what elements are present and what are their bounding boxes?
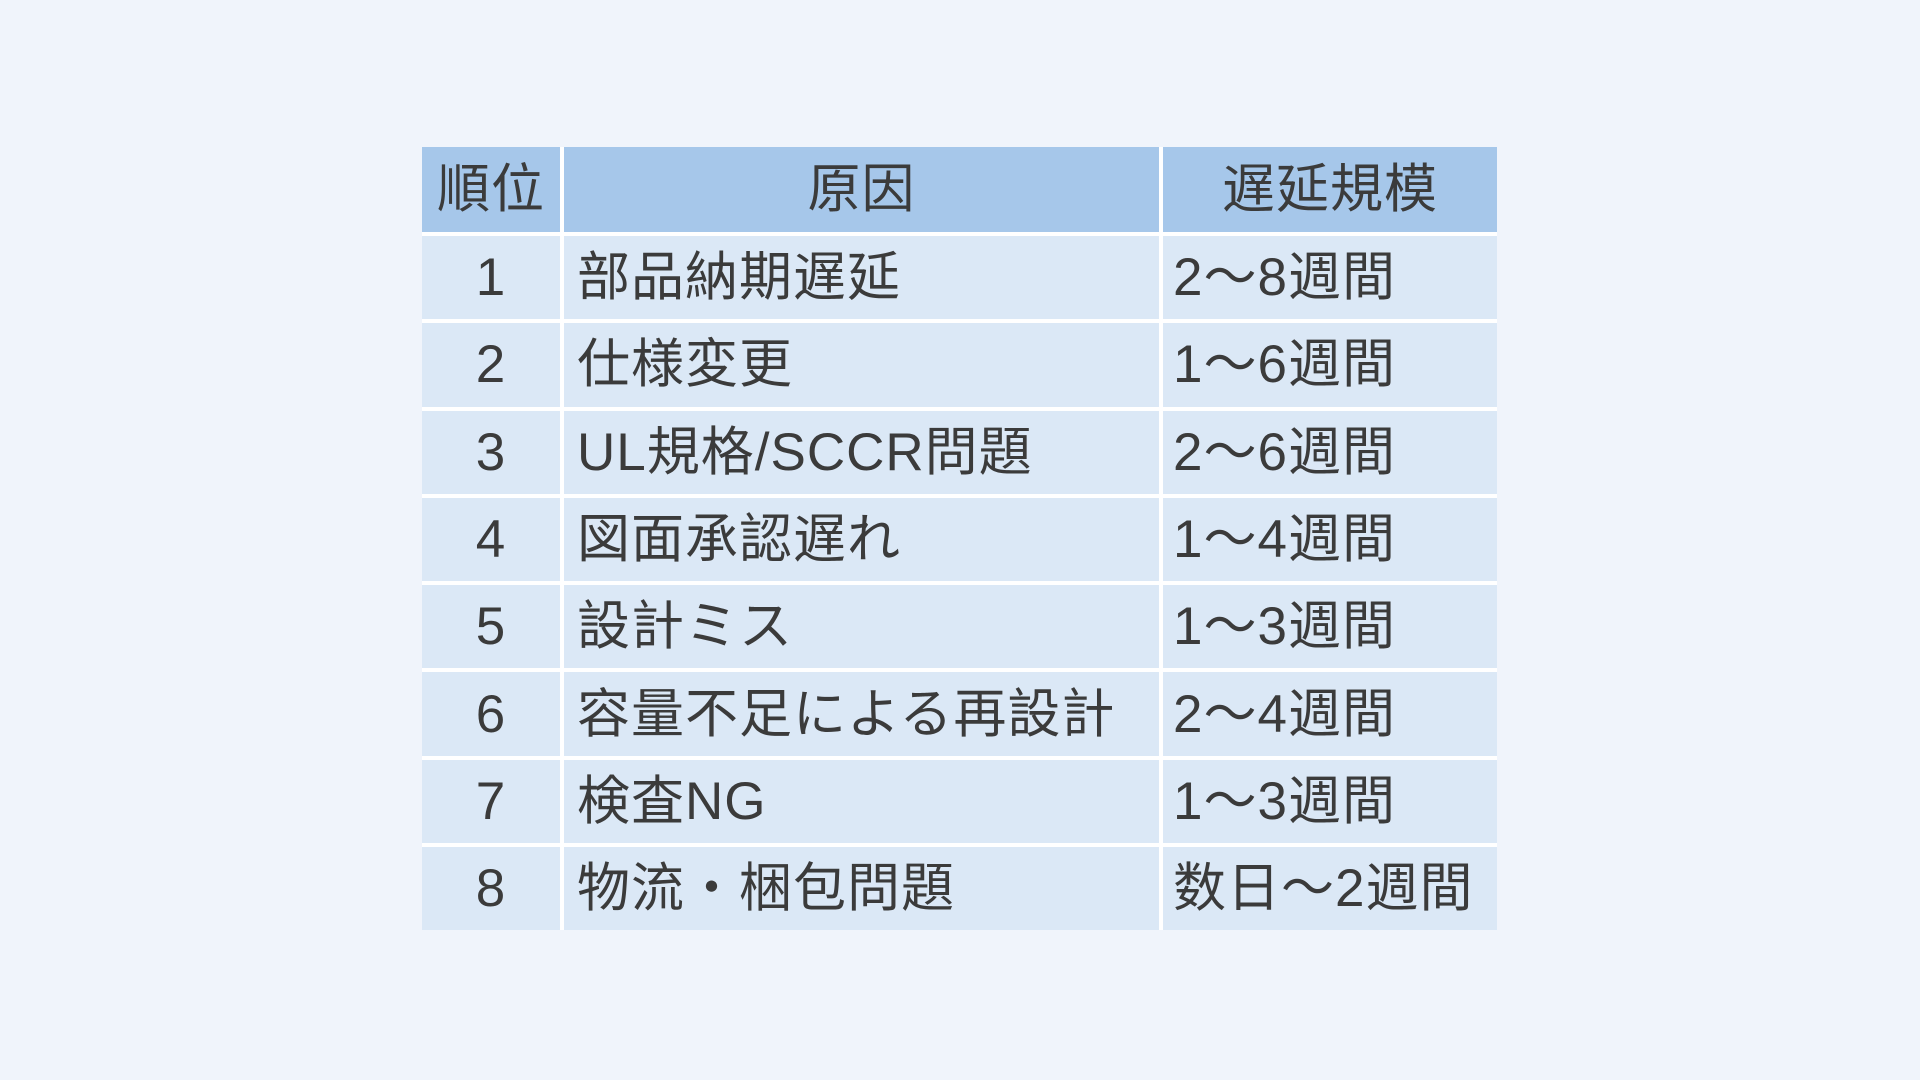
rank-cell: 8 bbox=[422, 847, 560, 931]
delay-cell: 1〜3週間 bbox=[1163, 759, 1497, 844]
cause-cell: 部品納期遅延 bbox=[564, 236, 1159, 320]
header-cell-cause: 原因 bbox=[564, 147, 1159, 232]
rank-cell: 6 bbox=[422, 672, 560, 756]
cause-cell: 図面承認遅れ bbox=[564, 497, 1159, 582]
cause-cell: 検査NG bbox=[564, 759, 1159, 844]
cause-cell: 設計ミス bbox=[564, 585, 1159, 669]
delay-cell: 1〜4週間 bbox=[1163, 497, 1497, 582]
rank-cell: 2 bbox=[422, 323, 560, 407]
rank-cell: 4 bbox=[422, 497, 560, 582]
delay-cell: 2〜8週間 bbox=[1163, 236, 1497, 320]
cause-cell: UL規格/SCCR問題 bbox=[564, 410, 1159, 494]
delay-cell: 1〜6週間 bbox=[1163, 323, 1497, 407]
header-cell-delay: 遅延規模 bbox=[1163, 147, 1497, 232]
cause-cell: 物流・梱包問題 bbox=[564, 847, 1159, 931]
delay-cell: 数日〜2週間 bbox=[1163, 847, 1497, 931]
rank-cell: 3 bbox=[422, 410, 560, 494]
delay-causes-table: 順位 原因 遅延規模 1 部品納期遅延 2〜8週間 2 仕様変更 1〜6週間 3… bbox=[422, 147, 1497, 931]
rank-cell: 5 bbox=[422, 585, 560, 669]
delay-cell: 1〜3週間 bbox=[1163, 585, 1497, 669]
cause-cell: 仕様変更 bbox=[564, 323, 1159, 407]
header-cell-rank: 順位 bbox=[422, 147, 560, 232]
rank-cell: 7 bbox=[422, 759, 560, 844]
delay-cell: 2〜4週間 bbox=[1163, 672, 1497, 756]
rank-cell: 1 bbox=[422, 236, 560, 320]
delay-cell: 2〜6週間 bbox=[1163, 410, 1497, 494]
cause-cell: 容量不足による再設計 bbox=[564, 672, 1159, 756]
